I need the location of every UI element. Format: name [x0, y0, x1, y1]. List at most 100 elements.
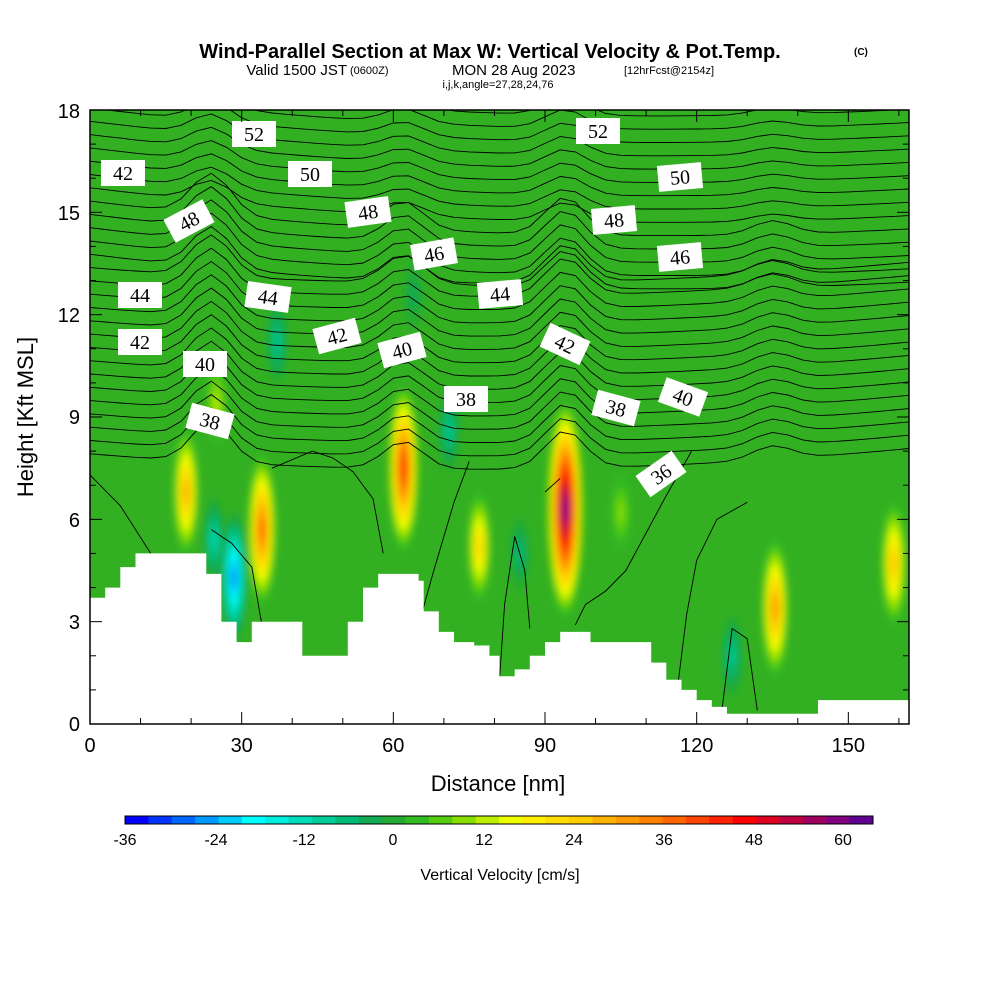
isentrope-line — [90, 153, 909, 197]
colorbar-swatch — [335, 816, 360, 824]
colorbar-swatch — [312, 816, 336, 824]
isentrope-line — [574, 450, 692, 626]
colorbar-swatch — [265, 816, 290, 824]
contour-label: 38 — [444, 386, 488, 412]
colorbar-swatch — [615, 816, 640, 824]
colorbar-swatch — [756, 816, 780, 824]
contour-label: 44 — [244, 281, 292, 313]
svg-text:46: 46 — [669, 246, 691, 270]
y-tick-label: 9 — [69, 407, 80, 429]
colorbar-swatch — [709, 816, 734, 824]
svg-text:40: 40 — [195, 354, 215, 376]
isentrope-line — [90, 140, 909, 183]
colorbar-swatch — [569, 816, 593, 824]
valid-time-label: Valid 1500 JST — [246, 62, 347, 79]
velocity-core — [404, 261, 423, 328]
forecast-info: [12hrFcst@2154z] — [624, 65, 714, 77]
valid-time-utc: (0600Z) — [350, 65, 389, 77]
isentrope-line — [90, 199, 909, 263]
colorbar-swatch — [475, 816, 500, 824]
velocity-contour-band — [408, 277, 419, 311]
contour-label: 44 — [118, 282, 162, 308]
velocity-core — [388, 385, 419, 551]
contour-label: 42 — [312, 317, 362, 355]
contour-label: 38 — [185, 402, 235, 440]
svg-text:50: 50 — [669, 166, 691, 190]
velocity-core — [881, 502, 907, 625]
svg-text:48: 48 — [603, 209, 625, 233]
isentrope-line — [721, 627, 758, 711]
colorbar-swatch — [195, 816, 219, 824]
velocity-core — [721, 614, 743, 697]
colorbar-tick-label: 24 — [565, 832, 583, 849]
y-tick-label: 18 — [58, 101, 80, 123]
contour-label: 52 — [576, 118, 620, 144]
y-tick-label: 12 — [58, 305, 80, 327]
y-tick-label: 6 — [69, 510, 80, 532]
velocity-contour-band — [211, 531, 216, 549]
colorbar-swatch — [288, 816, 313, 824]
colorbar-swatch — [826, 816, 851, 824]
svg-text:38: 38 — [456, 389, 476, 411]
colorbar-frame — [124, 815, 874, 825]
svg-text:44: 44 — [130, 285, 150, 307]
isentrope-line — [90, 260, 909, 310]
contour-label: 46 — [410, 237, 458, 271]
velocity-contour-band — [232, 570, 237, 584]
colorbar-tick-label: -36 — [113, 832, 136, 849]
svg-text:42: 42 — [113, 163, 133, 185]
colorbar-swatch — [732, 816, 757, 824]
colorbar-swatch — [686, 816, 710, 824]
colorbar-swatch — [218, 816, 243, 824]
colorbar-swatch — [849, 816, 874, 824]
isentrope-line — [90, 180, 909, 223]
isentrope-line — [90, 300, 909, 350]
svg-text:42: 42 — [130, 332, 150, 354]
colorbar-swatch — [428, 816, 453, 824]
isentrope-line — [103, 110, 909, 143]
velocity-contour-band — [259, 523, 264, 536]
x-axis-label: Distance [nm] — [431, 771, 566, 796]
contour-labels: 42 52 50 52 50 48 48 48 46 46 44 44 44 4… — [101, 118, 709, 498]
isentrope-line — [90, 367, 909, 417]
velocity-contour-band — [274, 331, 280, 353]
velocity-contour-band — [213, 393, 219, 414]
contour-label: 38 — [591, 389, 641, 427]
velocity-contour-band — [563, 504, 568, 515]
isentrope-line — [544, 478, 561, 493]
velocity-core — [203, 497, 225, 583]
colorbar-tick-label: 0 — [389, 832, 398, 849]
valid-date: MON 28 Aug 2023 — [452, 62, 575, 79]
velocity-contour-band — [477, 539, 482, 554]
colorbar-swatch — [499, 816, 523, 824]
svg-text:52: 52 — [244, 124, 264, 146]
axis-ticks — [89, 109, 909, 725]
velocity-core — [220, 512, 248, 643]
colorbar-tick-label: 48 — [745, 832, 763, 849]
colorbar: -36 -24 -12 0 12 24 36 48 60 Vertical Ve… — [113, 815, 874, 884]
colorbar-swatch — [452, 816, 477, 824]
isentrope-line — [90, 212, 909, 276]
colorbar-swatch — [592, 816, 617, 824]
colorbar-swatch — [545, 816, 570, 824]
velocity-core — [547, 402, 584, 617]
copyright-mark: (C) — [854, 47, 868, 58]
isentrope-line — [90, 126, 909, 170]
isentrope-line — [90, 287, 909, 337]
y-axis-label: Height [Kft MSL] — [13, 337, 38, 497]
isentrope-line — [90, 166, 909, 210]
contour-label: 42 — [118, 329, 162, 355]
isentrope-line — [90, 186, 909, 250]
velocity-core — [173, 429, 199, 555]
velocity-core — [761, 540, 789, 676]
velocity-core — [611, 475, 631, 550]
x-tick-label: 150 — [832, 735, 865, 757]
velocity-contour-band — [617, 500, 625, 525]
velocity-contour-band — [184, 485, 189, 499]
colorbar-swatch — [382, 816, 406, 824]
colorbar-swatch — [639, 816, 664, 824]
y-tick-label: 3 — [69, 612, 80, 634]
contour-label: 42 — [101, 160, 145, 186]
y-axis: 0 3 6 9 12 15 18 Height [Kft MSL] — [13, 101, 80, 736]
